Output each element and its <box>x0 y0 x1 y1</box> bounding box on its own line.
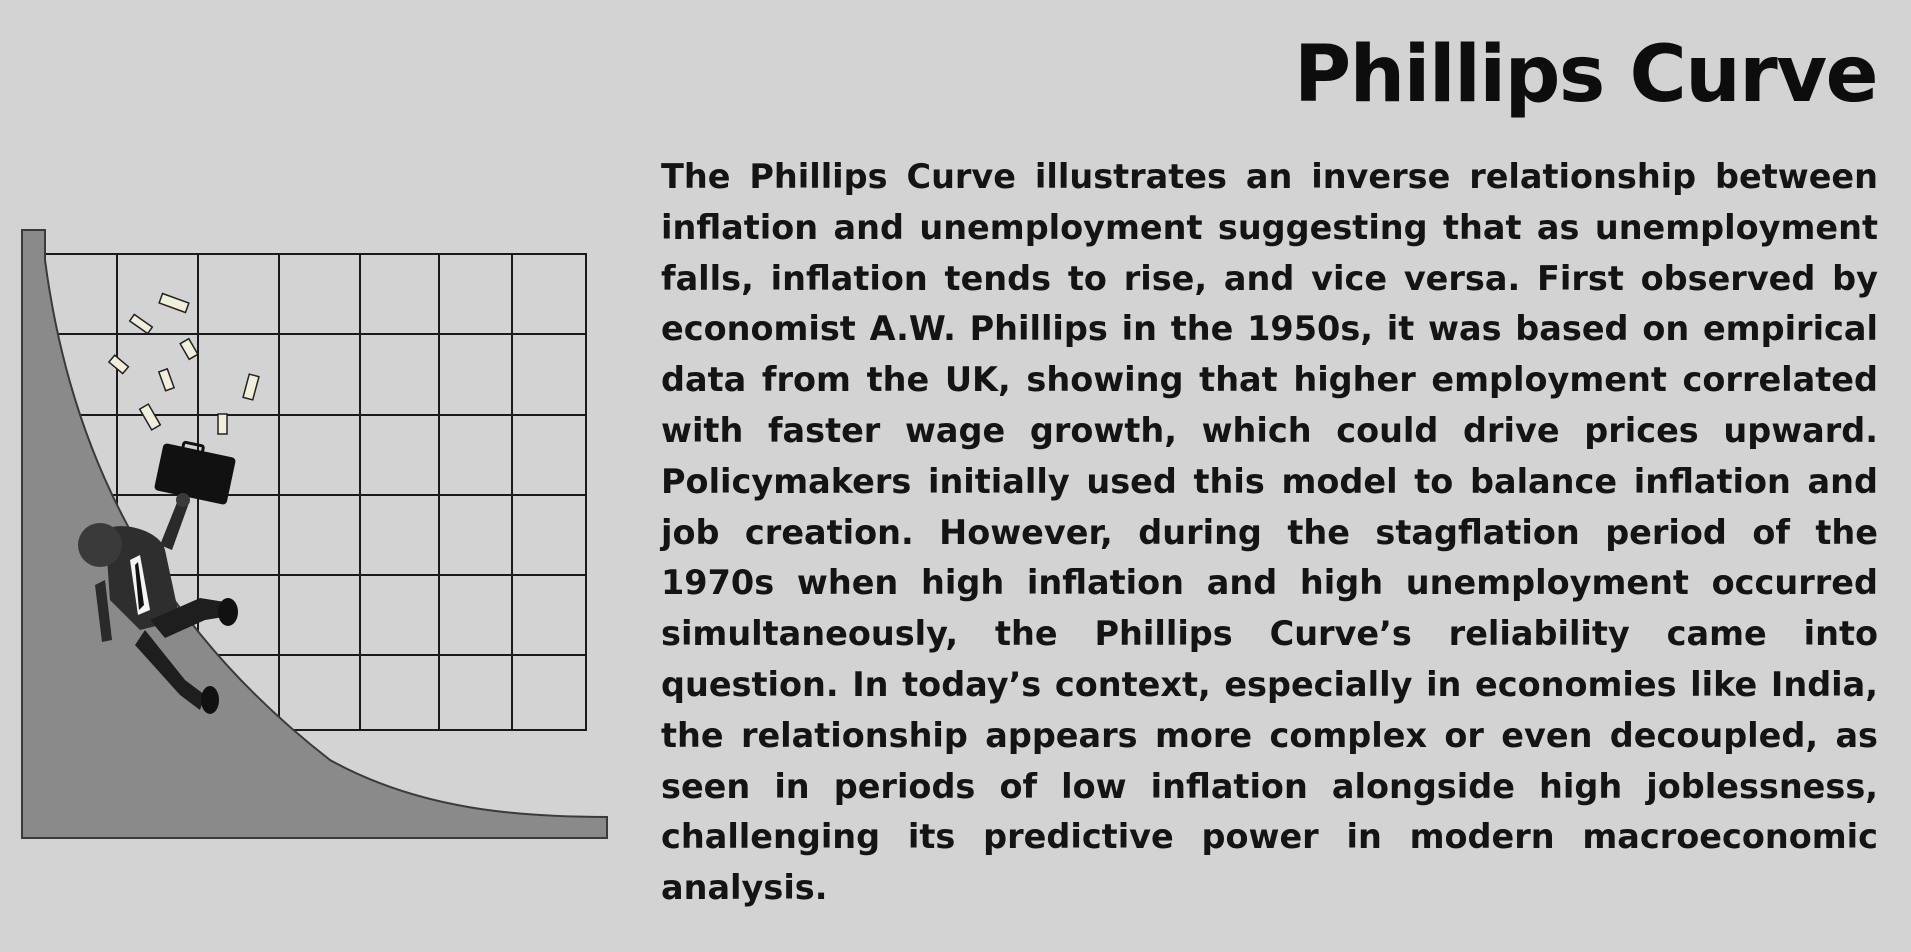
description-paragraph: The Phillips Curve illustrates an invers… <box>661 157 1878 908</box>
man-sliding-down-curve-icon <box>21 229 608 839</box>
page-title: Phillips Curve <box>1293 30 1879 120</box>
flying-money-icon <box>107 292 260 435</box>
businessman-figure-icon <box>78 493 238 714</box>
curve-slope-shape <box>21 229 608 839</box>
briefcase-icon <box>154 440 236 505</box>
